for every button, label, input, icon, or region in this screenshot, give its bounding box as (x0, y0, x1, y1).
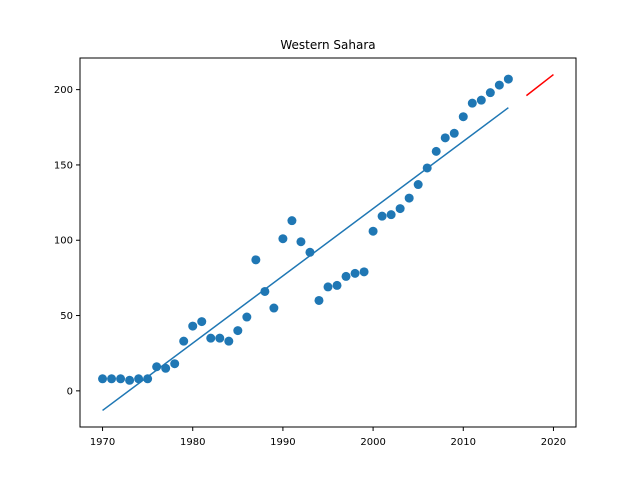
data-point (314, 295, 324, 305)
x-tick-label: 2000 (360, 437, 385, 448)
data-point (485, 88, 495, 98)
data-point (179, 336, 189, 346)
x-tick-label: 1980 (180, 437, 205, 448)
data-point (458, 112, 468, 122)
data-point (224, 336, 234, 346)
data-point (269, 303, 279, 313)
data-point (350, 268, 360, 278)
data-point (323, 282, 333, 292)
data-point (107, 374, 117, 384)
data-point (368, 226, 378, 236)
y-tick-label: 50 (60, 311, 73, 322)
y-tick-label: 100 (54, 236, 73, 247)
data-point (215, 333, 225, 343)
x-tick-label: 1970 (90, 437, 115, 448)
data-point (242, 312, 252, 322)
data-point (494, 80, 504, 90)
y-tick-label: 150 (54, 160, 73, 171)
data-point (449, 128, 459, 138)
data-point (125, 375, 135, 385)
data-point (233, 326, 243, 336)
trend-line (102, 107, 509, 412)
x-tick-label: 1990 (270, 437, 295, 448)
data-point (197, 317, 207, 327)
data-point (98, 374, 108, 384)
x-axis: 1970 1980 1990 2000 2010 2020 (90, 427, 566, 448)
chart-title: Western Sahara (280, 38, 375, 52)
forecast-line (525, 73, 554, 97)
data-point (161, 363, 171, 373)
data-point (260, 286, 270, 296)
data-point (287, 216, 297, 226)
data-point (386, 210, 396, 220)
data-point (413, 180, 423, 190)
data-point (431, 146, 441, 156)
data-point (503, 74, 513, 84)
data-point (476, 95, 486, 105)
data-point (359, 267, 369, 277)
data-point (170, 359, 180, 369)
data-point (395, 204, 405, 214)
data-point (251, 255, 261, 265)
data-point (404, 193, 414, 203)
data-point (188, 321, 198, 331)
data-point (377, 211, 387, 221)
plot-area (98, 73, 554, 412)
data-point (143, 374, 153, 384)
data-point (467, 98, 477, 108)
y-axis: 0 50 100 150 200 (54, 85, 80, 397)
data-point (206, 333, 216, 343)
y-tick-label: 0 (67, 386, 73, 397)
data-point (296, 237, 306, 247)
axes-frame (79, 57, 577, 428)
data-point (116, 374, 126, 384)
data-point (332, 280, 342, 290)
x-tick-label: 2010 (451, 437, 476, 448)
data-point (440, 133, 450, 143)
x-tick-label: 2020 (541, 437, 566, 448)
y-tick-label: 200 (54, 85, 73, 96)
data-point (341, 271, 351, 281)
data-point (278, 234, 288, 244)
